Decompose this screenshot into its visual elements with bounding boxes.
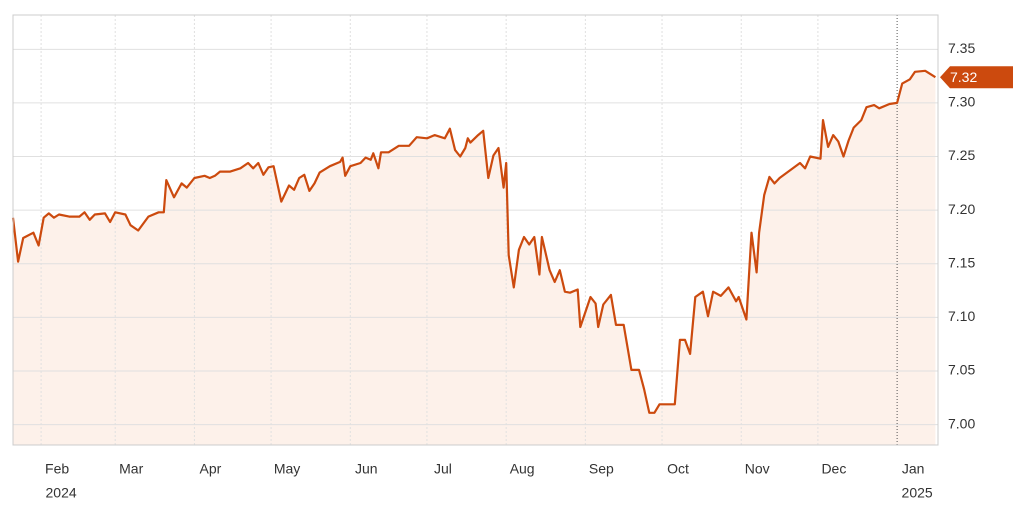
x-tick-label: Apr (200, 461, 222, 477)
y-tick-label: 7.30 (948, 94, 975, 110)
plot-border (12, 14, 939, 446)
x-tick-label: Aug (510, 461, 535, 477)
last-value-label: 7.32 (950, 69, 977, 85)
x-year-label: 2025 (902, 485, 933, 501)
x-tick-label: Feb (45, 461, 69, 477)
x-tick-label: Nov (745, 461, 770, 477)
y-tick-label: 7.25 (948, 147, 975, 163)
y-tick-label: 7.35 (948, 40, 975, 56)
y-tick-label: 7.00 (948, 415, 975, 431)
line (11, 69, 936, 414)
x-tick-label: Dec (821, 461, 846, 477)
x-tick-label: Jul (434, 461, 452, 477)
x-tick-label: Jun (355, 461, 378, 477)
x-tick-label: Sep (589, 461, 614, 477)
x-tick-label: Jan (902, 461, 925, 477)
y-tick-label: 7.10 (948, 308, 975, 324)
x-year-label: 2024 (46, 485, 77, 501)
y-tick-label: 7.15 (948, 254, 975, 270)
y-tick-label: 7.20 (948, 201, 975, 217)
y-tick-label: 7.05 (948, 362, 975, 378)
last-value-badge (940, 66, 1013, 89)
area (13, 70, 936, 446)
x-tick-label: Mar (119, 461, 143, 477)
x-tick-label: Oct (667, 461, 689, 477)
x-tick-label: May (274, 461, 300, 477)
